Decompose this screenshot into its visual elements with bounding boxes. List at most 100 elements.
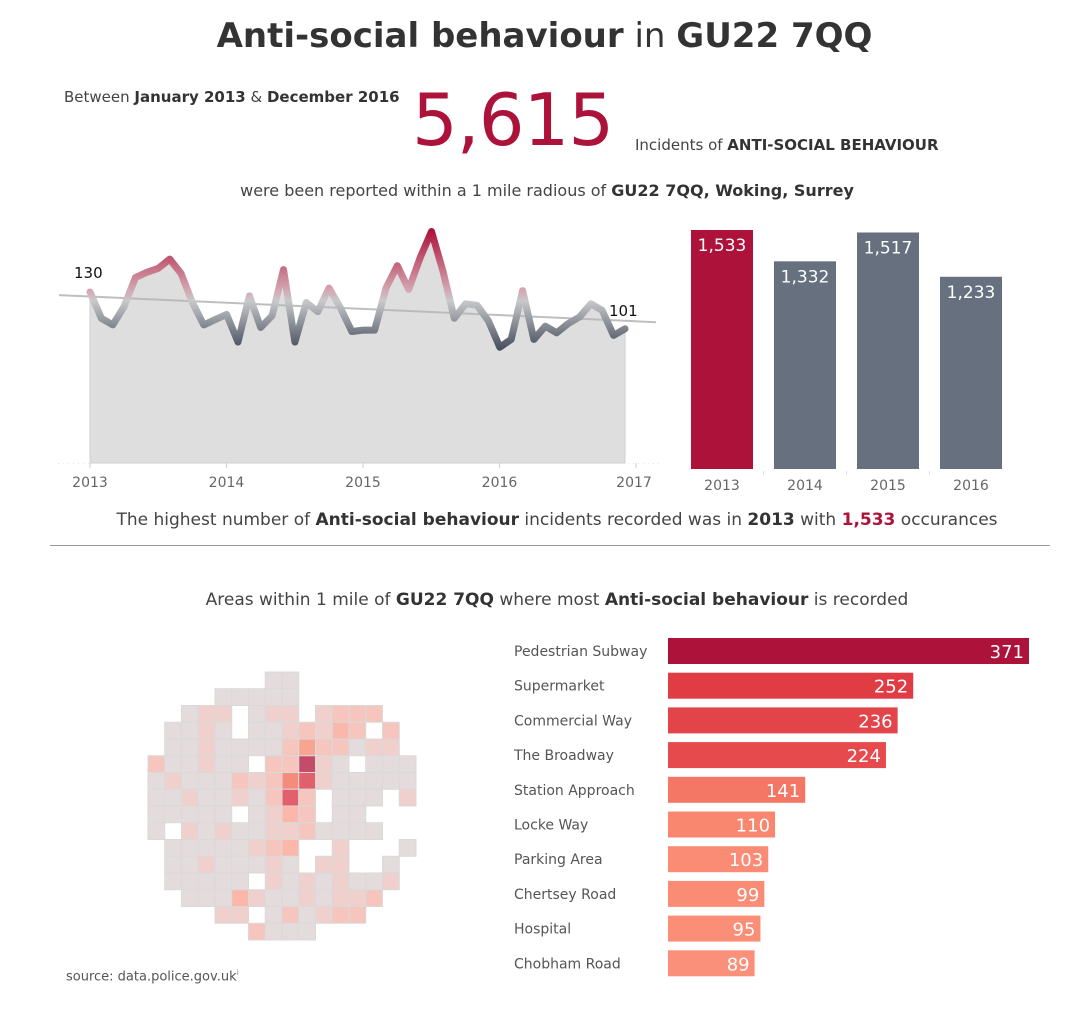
- heatmap-cell: [281, 805, 300, 824]
- source-label: source: data.police.gov.uk: [66, 969, 237, 985]
- heatmap-cell: [197, 805, 216, 824]
- year-bar-value: 1,332: [781, 267, 830, 287]
- x-tick-label: 2013: [72, 475, 108, 491]
- summary-with: with: [794, 510, 842, 530]
- heatmap-cell: [365, 772, 383, 790]
- heatmap-cell: [331, 705, 350, 723]
- area-bar-value: 141: [766, 781, 800, 802]
- area-bar-value: 371: [990, 642, 1024, 663]
- x-tick-label: 2017: [616, 475, 652, 491]
- heatmap-cell: [281, 855, 300, 874]
- heatmap-cell: [331, 906, 350, 924]
- monthly-line-chart: 2013 2014 2015 2016 2017 130 101: [58, 228, 660, 491]
- heatmap-cell: [231, 889, 249, 907]
- heatmap-cell: [281, 705, 300, 723]
- area-bar-value: 110: [736, 816, 770, 837]
- yearly-bar-chart: 1,533 2013 1,332 2014 1,517 2015 1,233 2016: [680, 230, 1020, 494]
- heatmap-cell: [231, 788, 249, 807]
- heatmap-cell: [181, 772, 199, 790]
- heatmap-cell: [197, 788, 216, 807]
- area-bar-value: 89: [727, 954, 750, 975]
- heatmap-cell: [264, 872, 283, 891]
- heatmap-cell: [197, 839, 216, 857]
- between-label: Between: [64, 88, 135, 106]
- heatmap-cell: [264, 839, 283, 857]
- heatmap-cell: [365, 755, 383, 773]
- heatmap-cell: [281, 772, 300, 790]
- heatmap-cell: [281, 671, 300, 690]
- heatmap-cell: [214, 822, 233, 840]
- heatmap-cell: [398, 755, 417, 773]
- year-label: 2014: [787, 478, 823, 494]
- heatmap-cell: [214, 906, 233, 924]
- heatmap-cell: [197, 855, 216, 874]
- heatmap-cell: [248, 788, 266, 807]
- heatmap-cell: [231, 822, 249, 840]
- heatmap-cell: [331, 772, 350, 790]
- area-label: Chertsey Road: [514, 887, 616, 903]
- heatmap-cell: [197, 738, 216, 757]
- area-label: Pedestrian Subway: [514, 644, 647, 660]
- heatmap-cell: [264, 671, 283, 690]
- heatmap-cell: [348, 906, 367, 924]
- highest-year-summary: The highest number of Anti-social behavi…: [0, 510, 1089, 530]
- heatmap-cell: [264, 705, 283, 723]
- info-icon[interactable]: i: [236, 968, 239, 977]
- area-bar-value: 103: [729, 850, 763, 871]
- heatmap-cell: [298, 805, 316, 824]
- heatmap-cell: [181, 872, 199, 891]
- area-label: The Broadway: [513, 748, 614, 764]
- section-divider: [50, 545, 1050, 546]
- total-incidents-kpi: 5,615: [412, 78, 614, 162]
- line-labels: 130 101: [74, 264, 638, 320]
- start-value-label: 130: [74, 264, 103, 282]
- heatmap-cell: [298, 755, 316, 773]
- heatmap-cell: [298, 721, 316, 740]
- heatmap-cell: [281, 839, 300, 857]
- heatmap-cell: [164, 855, 182, 874]
- area-fill-group: [89, 230, 626, 464]
- start-period: January 2013: [134, 88, 246, 106]
- incidents-label: Incidents of ANTI-SOCIAL BEHAVIOUR: [635, 136, 939, 154]
- heatmap-cell: [382, 772, 400, 790]
- heatmap-cell: [147, 788, 166, 807]
- heatmap-cell: [248, 855, 266, 874]
- heatmap-cell: [164, 805, 182, 824]
- heatmap-cell: [248, 738, 266, 757]
- heatmap-cell: [181, 889, 199, 907]
- heatmap-cell: [248, 922, 266, 941]
- heatmap-cell: [298, 889, 316, 907]
- summary-crime-type: Anti-social behaviour: [315, 510, 520, 530]
- heatmap-cell: [181, 721, 199, 740]
- x-axis: 2013 2014 2015 2016 2017: [58, 463, 660, 491]
- heatmap-cell: [281, 889, 300, 907]
- area-bar-value: 236: [858, 711, 892, 732]
- heatmap-cell: [264, 755, 283, 773]
- heatmap-cell: [181, 822, 199, 840]
- heatmap-cell: [197, 721, 216, 740]
- area-bar-value: 99: [736, 885, 759, 906]
- heatmap-cell: [281, 906, 300, 924]
- heatmap-cell: [382, 738, 400, 757]
- heatmap-cell: [331, 738, 350, 757]
- x-tick-label: 2014: [209, 475, 245, 491]
- summary-prefix: The highest number of: [116, 510, 316, 530]
- heatmap-cell: [181, 805, 199, 824]
- line-series-group: [86, 228, 629, 351]
- year-bar-value: 1,533: [698, 236, 747, 256]
- area-bar-value: 252: [874, 677, 908, 698]
- areas-crime-type: Anti-social behaviour: [604, 590, 809, 610]
- heatmap-cell: [147, 822, 166, 840]
- heatmap-cell: [147, 755, 166, 773]
- heatmap-cell: [164, 872, 182, 891]
- heatmap-cell: [147, 805, 166, 824]
- heatmap-cell: [281, 872, 300, 891]
- end-value-label: 101: [609, 302, 638, 320]
- radius-prefix: were been reported within a 1 mile radio…: [240, 181, 612, 200]
- heatmap-cell: [181, 839, 199, 857]
- heatmap-cell: [281, 922, 300, 941]
- heatmap-cell: [331, 805, 350, 824]
- heatmap-cell: [331, 889, 350, 907]
- heatmap-cell: [197, 755, 216, 773]
- area-label: Locke Way: [514, 818, 588, 834]
